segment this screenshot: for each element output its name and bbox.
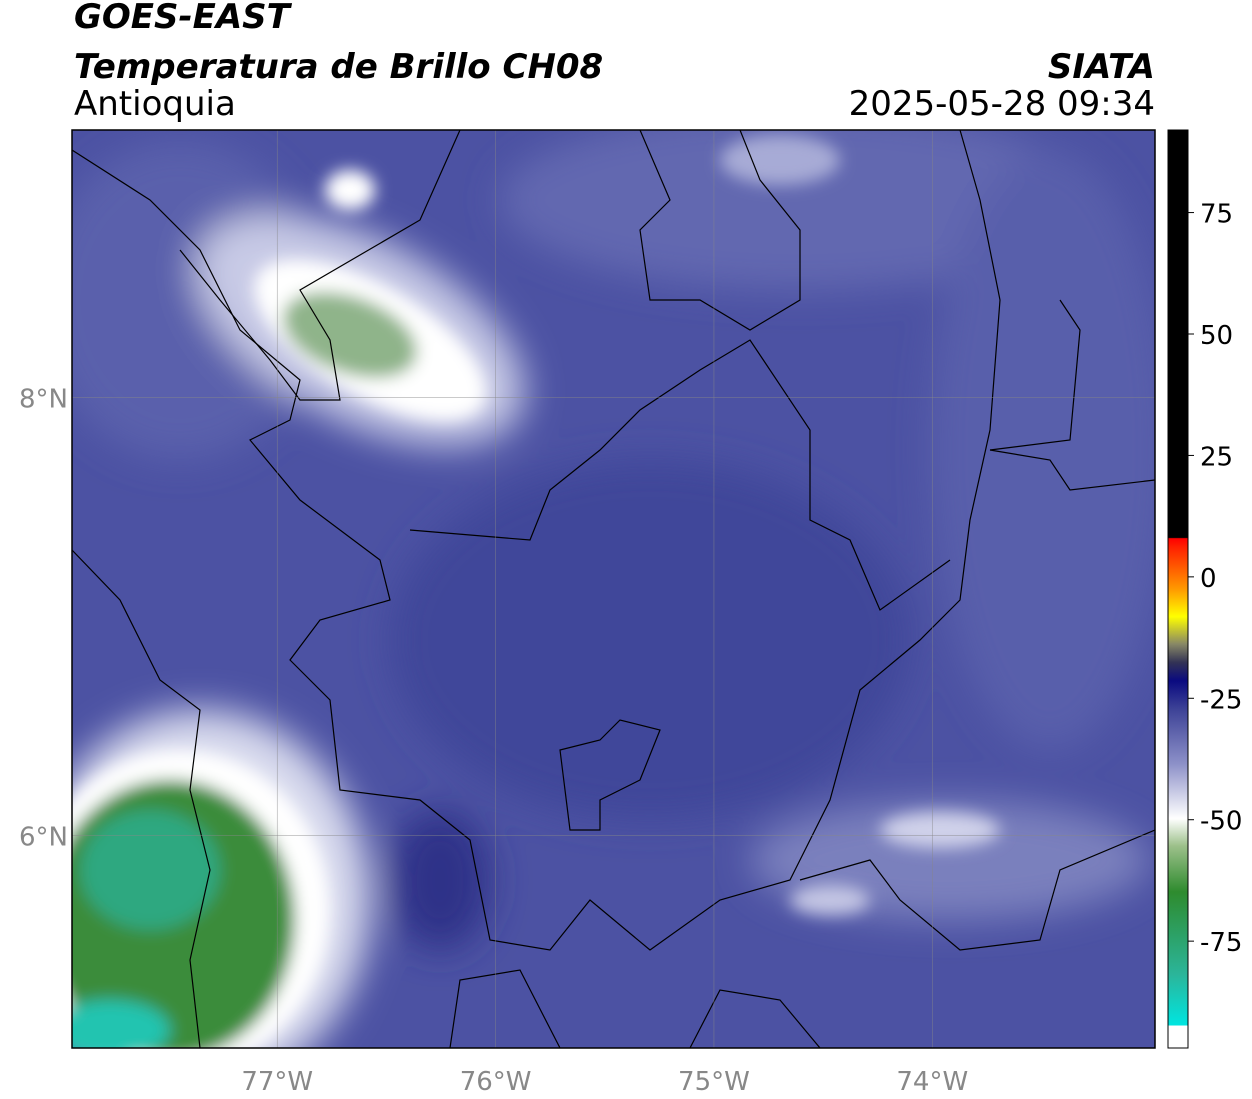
lat-tick-label: 8°N [19,384,68,414]
map-frame [71,129,1156,1049]
colorbar-tick-label: -25 [1200,685,1242,715]
lon-tick-label: 77°W [241,1067,313,1097]
title: Temperatura de Brillo CH08 [74,47,603,87]
lon-tick-label: 74°W [896,1067,968,1097]
grid [72,130,1155,1048]
borders [72,130,1155,1048]
source: SIATA [1048,47,1155,87]
lon-tick-label: 76°W [460,1067,532,1097]
colorbar-tick-label: 50 [1200,321,1233,351]
colorbar [1167,129,1189,1049]
colorbar-tick-label: -75 [1200,928,1242,958]
colorbar-tick-label: -50 [1200,807,1242,837]
colorbar-tick-label: 75 [1200,200,1233,230]
lat-tick-label: 6°N [19,822,68,852]
colorbar-tick-label: 0 [1200,564,1217,594]
region: Antioquia [74,84,236,124]
colorbar-tick-label: 25 [1200,442,1233,472]
satellite-image [72,130,1155,1048]
datetime: 2025-05-28 09:34 [849,84,1155,124]
lon-tick-label: 75°W [678,1067,750,1097]
satellite: GOES-EAST [74,0,293,37]
